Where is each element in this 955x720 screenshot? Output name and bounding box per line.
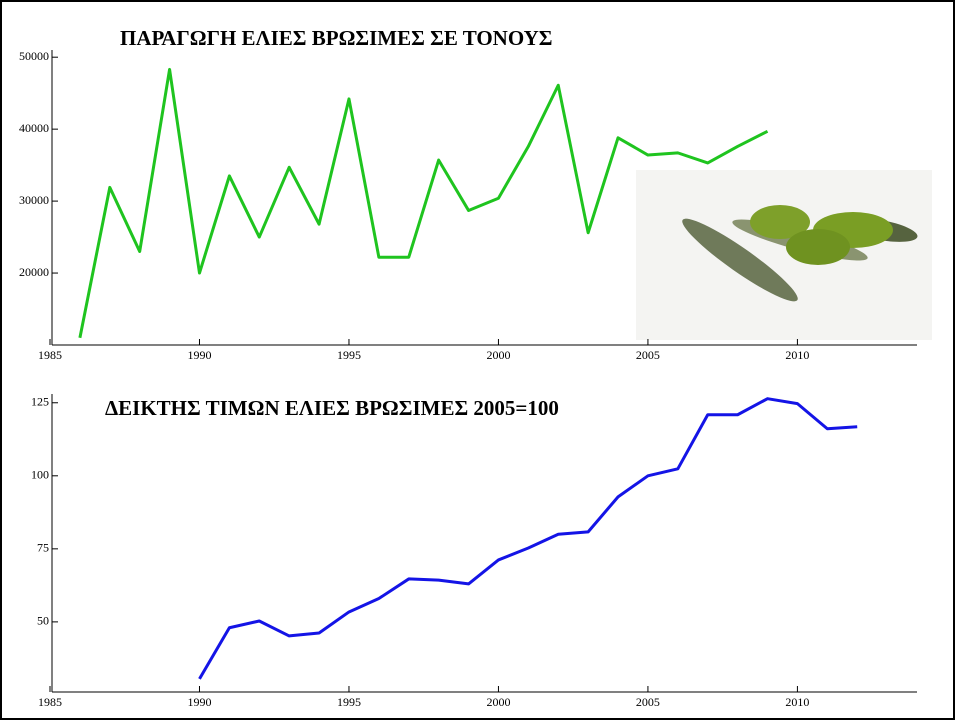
- data-line: [78, 67, 769, 339]
- y-tick-label: 20000: [19, 265, 49, 279]
- x-tick-label: 1985: [38, 348, 62, 362]
- chart-title: ΠΑΡΑΓΩΓΗ ΕΛΙΕΣ ΒΡΩΣΙΜΕΣ ΣΕ ΤΟΝΟΥΣ: [120, 26, 553, 50]
- x-tick-label: 2005: [636, 695, 660, 709]
- y-tick-label: 50: [37, 614, 49, 628]
- chart-title: ΔΕΙΚΤΗΣ ΤΙΜΩΝ ΕΛΙΕΣ ΒΡΩΣΙΜΕΣ 2005=100: [105, 396, 559, 420]
- x-tick-label: 1995: [337, 695, 361, 709]
- y-tick-label: 75: [37, 541, 49, 555]
- y-tick-label: 40000: [19, 121, 49, 135]
- y-tick-label: 50000: [19, 49, 49, 63]
- x-tick-label: 1990: [187, 348, 211, 362]
- y-tick-label: 30000: [19, 193, 49, 207]
- y-tick-label: 100: [31, 468, 49, 482]
- data-line: [198, 397, 858, 680]
- x-tick-label: 2005: [636, 348, 660, 362]
- x-tick-label: 1985: [38, 695, 62, 709]
- x-tick-label: 1990: [187, 695, 211, 709]
- x-tick-label: 2000: [486, 348, 510, 362]
- x-tick-label: 2010: [785, 348, 809, 362]
- x-tick-label: 1995: [337, 348, 361, 362]
- olive-picture: [636, 170, 932, 340]
- y-tick-label: 125: [31, 395, 49, 409]
- x-tick-label: 2010: [785, 695, 809, 709]
- x-tick-label: 2000: [486, 695, 510, 709]
